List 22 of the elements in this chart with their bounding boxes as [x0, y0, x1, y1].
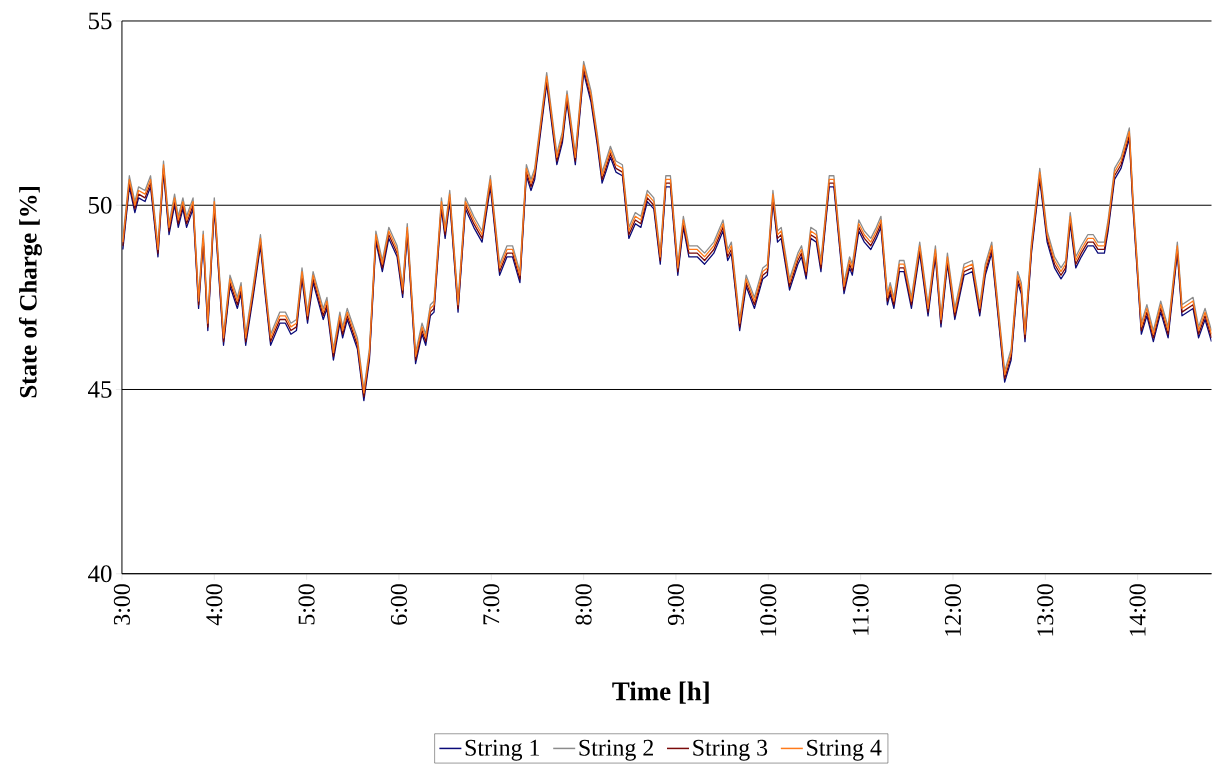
- x-tick-label: 13:00: [1037, 584, 1054, 636]
- x-tick-label: 11:00: [852, 584, 869, 635]
- y-tick-label: 40: [88, 565, 112, 583]
- x-tick-label: 8:00: [575, 584, 592, 626]
- x-tick-label: 6:00: [390, 584, 408, 625]
- x-tick-label: 12:00: [944, 584, 962, 636]
- x-tick-label: 5:00: [298, 584, 315, 625]
- y-tick-label: 50: [88, 197, 112, 214]
- y-axis-title: State of Charge [%]: [18, 187, 42, 398]
- x-tick-label: 14:00: [1129, 584, 1146, 636]
- x-tick-label: 4:00: [206, 584, 223, 626]
- legend-label: String 3: [693, 739, 768, 761]
- y-tick-label: 55: [88, 12, 112, 30]
- y-tick-label: 45: [88, 381, 112, 398]
- x-axis-title: Time [h]: [612, 681, 709, 704]
- x-tick-label: 3:00: [113, 584, 131, 625]
- x-tick-label: 7:00: [483, 584, 500, 625]
- legend-label: String 2: [579, 739, 653, 761]
- x-tick-label: 9:00: [667, 584, 685, 626]
- legend-label: String 1: [465, 739, 540, 761]
- legend-label: String 4: [807, 739, 882, 761]
- x-tick-label: 10:00: [760, 584, 777, 636]
